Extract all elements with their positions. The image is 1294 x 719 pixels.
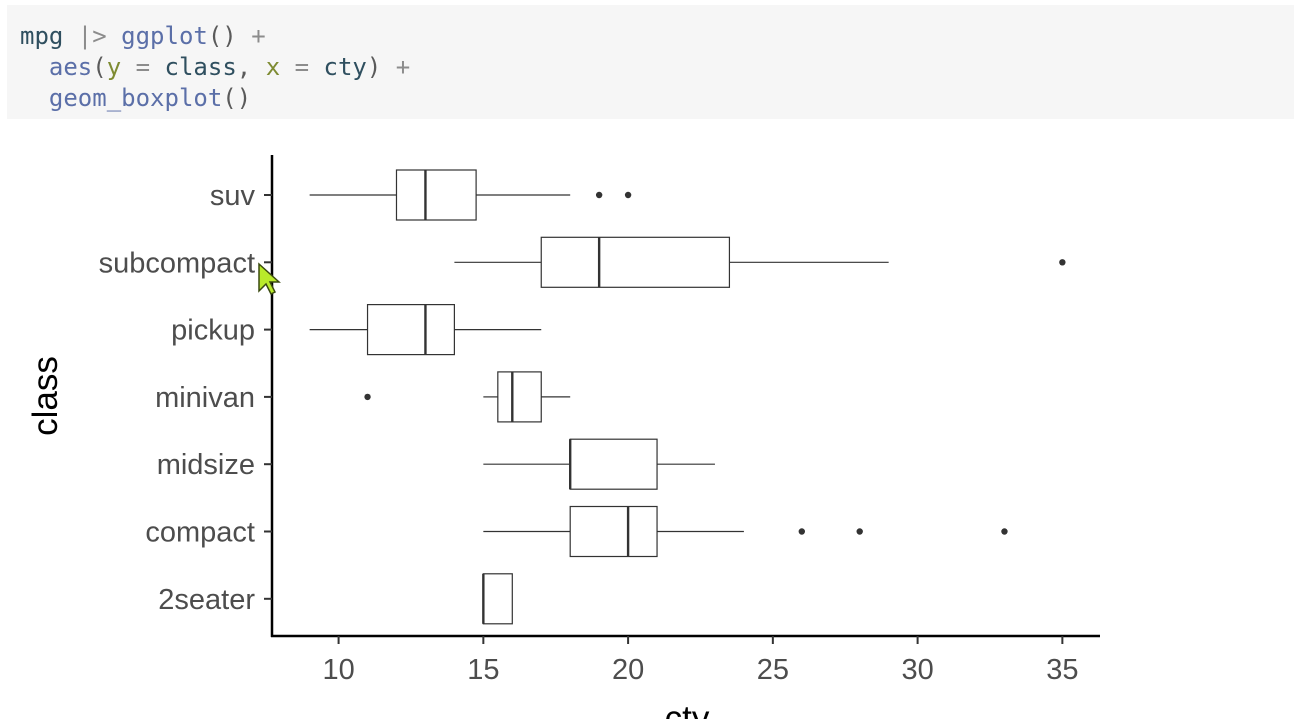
x-tick-label: 30 (901, 654, 933, 686)
box-subcompact (454, 236, 1066, 288)
code-token: ) (366, 53, 382, 81)
x-tick-label: 25 (757, 654, 789, 686)
code-token: y (106, 53, 122, 81)
code-token: , (236, 53, 266, 81)
code-block: mpg |> ggplot() + aes(y = class, x = cty… (7, 5, 1294, 119)
y-axis-title: class (26, 356, 65, 436)
box-midsize (483, 438, 715, 490)
outlier-point (364, 393, 371, 401)
box-2seater (482, 573, 513, 625)
code-line: mpg |> ggplot() + (20, 21, 1294, 52)
code-token: () (222, 84, 252, 112)
outlier-point (595, 191, 603, 199)
outlier-point (856, 528, 863, 535)
box-minivan (364, 371, 571, 423)
mouse-cursor-icon (258, 262, 281, 296)
code-token: |> (63, 22, 122, 50)
axes (264, 155, 1100, 644)
y-tick-label: suv (210, 180, 256, 212)
code-token: + (236, 22, 266, 50)
outlier-point (798, 528, 806, 535)
code-token: ggplot (121, 22, 208, 50)
labels: 10 15 20 25 30 35 suv subcompact pickup minivan mi… (26, 180, 1078, 719)
code-token: mpg (20, 22, 64, 50)
code-token: class (164, 53, 237, 81)
box-iqr (540, 236, 731, 288)
box-iqr (395, 169, 477, 221)
boxes (309, 169, 1066, 625)
code-line: geom_boxplot() (20, 83, 1294, 114)
code-token: x (265, 53, 281, 81)
x-axis-title: cty (665, 699, 710, 719)
x-tick-label: 35 (1046, 654, 1078, 686)
y-tick-label: compact (145, 517, 255, 549)
y-tick-label: midsize (157, 449, 255, 481)
code-token: + (381, 53, 411, 81)
box-iqr (569, 438, 658, 490)
y-tick-label: 2seater (158, 584, 255, 616)
code-token: () (207, 22, 237, 50)
box-suv (309, 169, 632, 221)
code-token: cty (323, 53, 367, 81)
outlier-point (1059, 259, 1066, 266)
code-token: aes (48, 53, 93, 81)
code-token: geom_boxplot (48, 84, 223, 112)
code-token: = (280, 53, 324, 81)
code-lines: mpg |> ggplot() + aes(y = class, x = cty… (20, 21, 1294, 114)
outlier-point (624, 191, 632, 199)
box-compact (483, 505, 1008, 558)
y-tick-label: pickup (171, 315, 255, 347)
box-iqr (366, 304, 455, 356)
x-tick-label: 10 (322, 654, 354, 686)
x-tick-label: 15 (467, 654, 499, 686)
box-iqr (497, 371, 542, 423)
box-iqr (482, 573, 513, 625)
y-tick-label: subcompact (99, 247, 255, 279)
outlier-point (1001, 528, 1008, 535)
x-tick-label: 20 (612, 654, 644, 686)
box-iqr (569, 505, 658, 558)
code-token: ( (92, 53, 107, 81)
box-pickup (309, 304, 542, 356)
code-line: aes(y = class, x = cty) + (20, 52, 1294, 83)
y-tick-label: minivan (155, 382, 255, 414)
code-token: = (121, 53, 165, 81)
